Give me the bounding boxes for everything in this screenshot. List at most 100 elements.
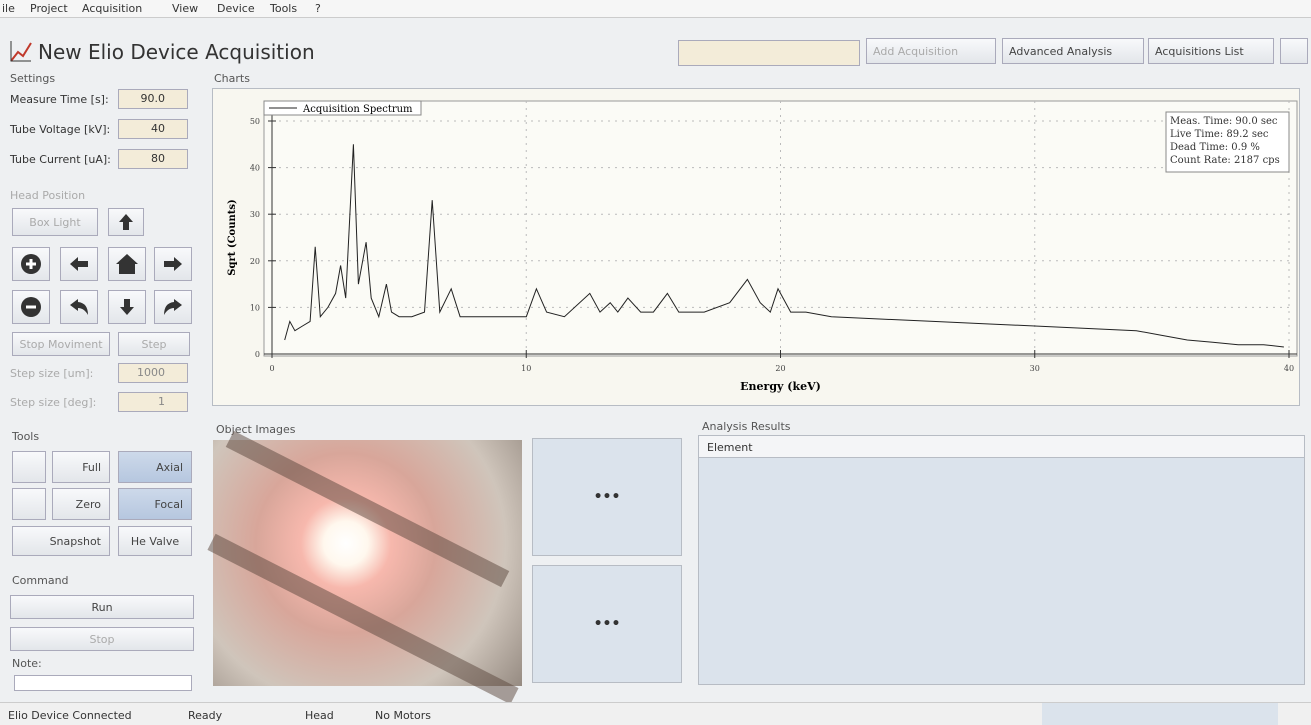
x-tick-label: 40	[1284, 364, 1294, 373]
spin-box[interactable]: 40	[118, 119, 188, 139]
y-axis-label: Sqrt (Counts)	[227, 199, 238, 275]
field-label: Step size [um]:	[10, 367, 93, 380]
button-label: He Valve	[131, 535, 179, 548]
info-line: Dead Time: 0.9 %	[1170, 142, 1260, 153]
zoom-out-button[interactable]	[12, 290, 50, 324]
spin-box[interactable]: 80	[118, 149, 188, 169]
add-acquisition-button[interactable]: Add Acquisition	[866, 38, 996, 64]
status-item: Ready	[188, 709, 222, 722]
light-button[interactable]	[12, 451, 46, 483]
advanced-analysis-button[interactable]: Advanced Analysis	[1002, 38, 1144, 64]
right-button[interactable]	[154, 247, 192, 281]
results-table: Element	[698, 435, 1305, 685]
stop-button[interactable]: Stop	[10, 627, 194, 651]
menu-item[interactable]: ile	[2, 2, 15, 15]
app-window: ile Project Acquisition View Device Tool…	[0, 0, 1311, 724]
icon	[164, 299, 182, 315]
rotate-left-button[interactable]	[60, 290, 98, 324]
icon	[20, 253, 42, 275]
rotate-right-button[interactable]	[154, 290, 192, 324]
y-tick-label: 0	[255, 350, 260, 359]
button-label: Stop	[89, 633, 114, 646]
field-label: Measure Time [s]:	[10, 93, 109, 106]
button-label: Stop Moviment	[19, 338, 102, 351]
button-label: Focal	[154, 498, 183, 511]
menu-item[interactable]: ?	[315, 2, 321, 15]
column-header: Element	[699, 436, 1304, 458]
button-label: Step	[141, 338, 166, 351]
legend: Acquisition Spectrum	[264, 101, 421, 115]
step-button[interactable]: Step	[118, 332, 190, 356]
icon	[70, 257, 88, 271]
menu-item[interactable]: Acquisition	[82, 2, 142, 15]
button-label: Advanced Analysis	[1009, 45, 1112, 58]
status-bar: Elio Device Connected Ready Head No Moto…	[0, 702, 1311, 725]
x-axis-label: Energy (keV)	[740, 380, 821, 393]
y-tick-label: 30	[250, 210, 260, 219]
section-title: Object Images	[216, 423, 296, 436]
y-tick-label: 40	[250, 164, 260, 173]
icon	[119, 214, 133, 230]
button-label: Zero	[76, 498, 101, 511]
icon	[116, 253, 138, 275]
menu-item[interactable]: View	[172, 2, 198, 15]
button-label: •••	[594, 489, 621, 505]
icon	[70, 299, 88, 315]
x-tick-label: 0	[269, 364, 274, 373]
search-field[interactable]	[678, 40, 860, 66]
focal-button[interactable]: Focal	[118, 488, 192, 520]
stop-movement-button[interactable]: Stop Moviment	[12, 332, 110, 356]
thumbnail-slot[interactable]: •••	[532, 565, 682, 683]
spin-box[interactable]: 1	[118, 392, 188, 412]
info-line: Count Rate: 2187 cps	[1170, 155, 1280, 166]
left-button[interactable]	[60, 247, 98, 281]
thumbnail-slot[interactable]: •••	[532, 438, 682, 556]
he-valve-button[interactable]: He Valve	[118, 526, 192, 556]
app-icon	[10, 40, 32, 62]
acquisitions-list-button[interactable]: Acquisitions List	[1148, 38, 1274, 64]
section-title: Head Position	[10, 189, 85, 202]
light-button[interactable]	[12, 488, 46, 520]
zoom-in-button[interactable]	[12, 247, 50, 281]
x-tick-label: 30	[1030, 364, 1040, 373]
info-line: Live Time: 89.2 sec	[1170, 129, 1269, 140]
icon	[120, 299, 134, 315]
zero-button[interactable]: Zero	[52, 488, 110, 520]
menu-item[interactable]: Device	[217, 2, 255, 15]
info-line: Meas. Time: 90.0 sec	[1170, 116, 1278, 127]
exit-button[interactable]	[1280, 38, 1308, 64]
icon	[164, 257, 182, 271]
full-button[interactable]: Full	[52, 451, 110, 483]
section-title: Charts	[214, 72, 250, 85]
box-light-button[interactable]: Box Light	[12, 208, 98, 236]
button-label: Axial	[156, 461, 183, 474]
down-button[interactable]	[108, 290, 146, 324]
y-tick-label: 50	[250, 117, 260, 126]
window-title: New Elio Device Acquisition	[38, 40, 315, 64]
home-button[interactable]	[108, 247, 146, 281]
note-field[interactable]	[14, 675, 192, 691]
button-label: Snapshot	[50, 535, 101, 548]
up-button[interactable]	[108, 208, 144, 236]
menu-item[interactable]: Project	[30, 2, 68, 15]
y-tick-label: 20	[250, 257, 260, 266]
snapshot-button[interactable]: Snapshot	[12, 526, 110, 556]
button-label: Box Light	[29, 216, 80, 229]
field-label: Tube Voltage [kV]:	[10, 123, 110, 136]
section-title: Settings	[10, 72, 55, 85]
status-item: Elio Device Connected	[8, 709, 132, 722]
axial-button[interactable]: Axial	[118, 451, 192, 483]
field-label: Tube Current [uA]:	[10, 153, 111, 166]
section-title: Analysis Results	[702, 420, 791, 433]
button-label: Run	[91, 601, 112, 614]
status-item: Head	[305, 709, 334, 722]
run-button[interactable]: Run	[10, 595, 194, 619]
menu-item[interactable]: Tools	[270, 2, 297, 15]
section-title: Tools	[12, 430, 39, 443]
x-tick-label: 20	[775, 364, 785, 373]
spin-box[interactable]: 90.0	[118, 89, 188, 109]
status-item: No Motors	[375, 709, 431, 722]
x-tick-label: 10	[521, 364, 531, 373]
spin-box[interactable]: 1000	[118, 363, 188, 383]
